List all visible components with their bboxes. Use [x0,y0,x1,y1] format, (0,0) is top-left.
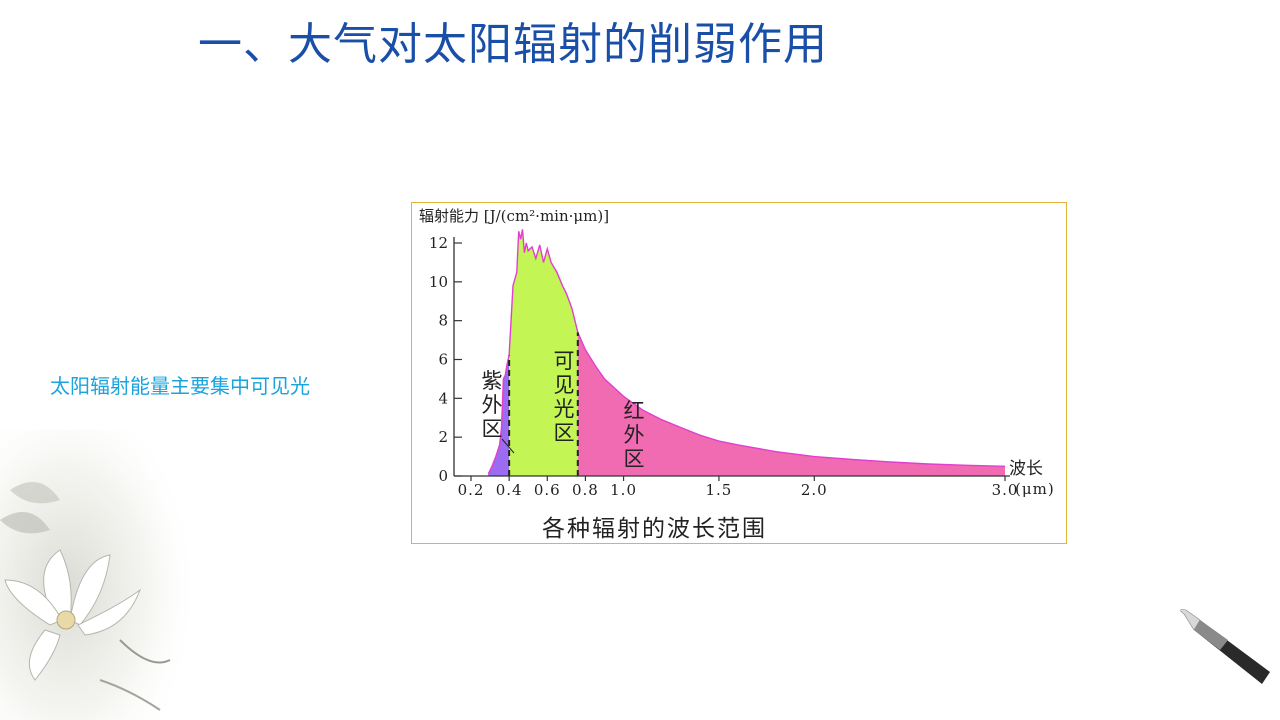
region-area-1 [488,355,510,476]
region-label-char: 光 [554,397,575,421]
y-tick-label: 10 [429,273,448,291]
region-label-char: 紫 [482,369,503,393]
region-label-char: 外 [624,423,645,447]
region-label-char: 区 [554,421,575,445]
y-tick-label: 8 [438,312,448,330]
y-tick-label: 6 [438,351,448,369]
x-tick-label: 3.0 [992,481,1019,499]
y-axis-label: 辐射能力 [J/(cm²·min·μm)] [419,207,609,225]
x-tick-label: 1.5 [705,481,732,499]
brush-decoration [1180,609,1270,684]
x-tick-label: 1.0 [610,481,637,499]
x-tick-label: 0.6 [534,481,561,499]
chart-frame: 0 2 4 6 8 10 12 0.2 0.4 0.6 0.8 1.0 1.5 2.0 3.0 紫外区可见光区… [411,202,1067,544]
x-axis-label: 波长 [1009,459,1043,479]
lotus-decoration [0,430,190,720]
side-note: 太阳辐射能量主要集中可见光 [50,374,310,398]
y-tick-label: 4 [438,389,448,407]
y-tick-label: 2 [438,428,448,446]
x-axis-unit: (μm) [1015,480,1055,498]
x-tick-label: 0.8 [572,481,599,499]
region-area-2 [509,229,578,476]
region-label-char: 区 [624,447,645,471]
x-tick-label: 2.0 [801,481,828,499]
y-tick-label: 0 [438,467,448,485]
region-label-char: 区 [482,417,503,441]
region-label-char: 可 [554,349,575,373]
radiation-curve [487,229,1006,475]
region-label-char: 外 [482,393,503,417]
uv-pointer-line [501,438,515,454]
region-area-3 [577,332,1005,476]
region-label-char: 见 [554,373,575,397]
x-tick-label: 0.2 [458,481,485,499]
chart-caption: 各种辐射的波长范围 [542,516,767,542]
x-tick-label: 0.4 [496,481,523,499]
slide-title: 一、大气对太阳辐射的削弱作用 [198,19,828,70]
region-label-char: 红 [624,399,645,423]
y-tick-label: 12 [429,234,448,252]
